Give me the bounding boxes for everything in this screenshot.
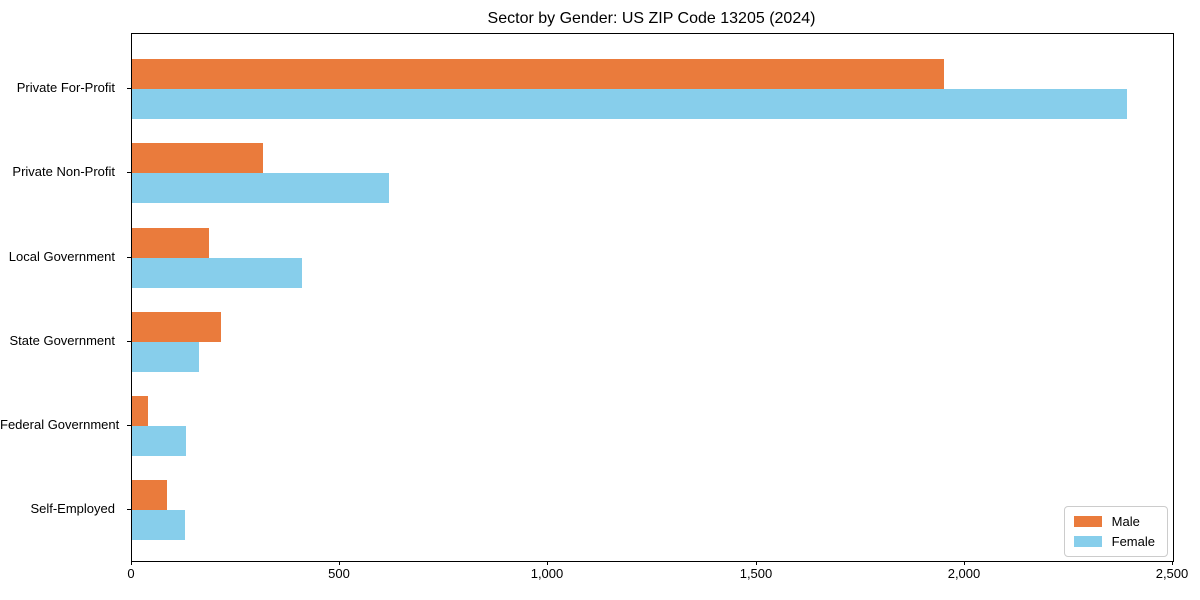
y-tick-local-government [127,256,131,258]
bar-female-private-for-profit [132,89,1127,119]
x-tick-1500 [756,561,757,565]
bar-female-local-government [132,257,302,288]
legend-label-male: Male [1111,514,1140,529]
bar-male-federal-government [132,396,148,426]
bar-male-state-government [132,311,221,342]
legend: Male Female [1063,506,1168,557]
y-tick-self-employed [127,509,131,511]
bar-male-local-government [132,227,209,258]
legend-label-female: Female [1111,534,1155,549]
x-tick-0 [131,561,132,565]
bar-male-private-for-profit [132,59,944,89]
y-tick-state-government [127,340,131,342]
y-label-private-non-profit: Private Non-Profit [12,164,115,180]
y-tick-federal-government [127,425,131,426]
y-tick-private-for-profit [127,88,131,89]
bar-female-private-non-profit [132,173,389,204]
x-tick-label-1500: 1,500 [739,566,773,581]
legend-item-male: Male [1073,514,1155,529]
bar-male-self-employed [132,480,167,511]
bar-female-state-government [132,341,199,372]
x-tick-label-2500: 2,500 [1155,566,1189,581]
x-tick-label-0: 0 [127,566,135,581]
bar-female-federal-government [132,426,186,456]
x-tick-500 [339,561,340,565]
x-tick-label-2000: 2,000 [947,566,981,581]
x-tick-2000 [964,561,965,565]
legend-swatch-female [1073,536,1102,547]
bar-male-private-non-profit [132,143,263,174]
bar-female-self-employed [132,510,185,541]
legend-swatch-male [1073,516,1102,527]
x-tick-2500 [1172,561,1173,565]
legend-item-female: Female [1073,534,1155,549]
chart-title: Sector by Gender: US ZIP Code 13205 (202… [487,10,816,27]
x-tick-1000 [547,561,548,565]
y-label-self-employed: Self-Employed [30,501,115,517]
y-label-federal-government: Federal Government [0,417,120,432]
plot-area: Male Female [131,33,1174,562]
y-label-private-for-profit: Private For-Profit [16,80,115,95]
y-tick-private-non-profit [127,172,131,174]
x-tick-label-1000: 1,000 [530,566,564,581]
y-label-local-government: Local Government [8,248,115,264]
y-label-state-government: State Government [9,332,116,348]
x-tick-label-500: 500 [328,566,350,581]
